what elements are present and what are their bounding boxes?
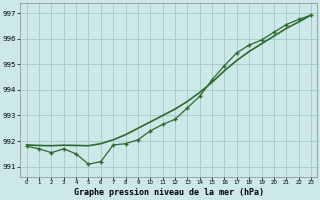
X-axis label: Graphe pression niveau de la mer (hPa): Graphe pression niveau de la mer (hPa)	[74, 188, 264, 197]
